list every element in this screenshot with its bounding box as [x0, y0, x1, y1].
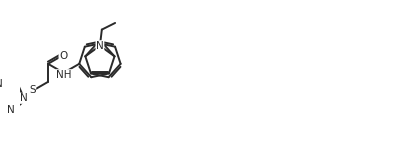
Text: S: S — [29, 85, 36, 95]
Text: N: N — [7, 105, 15, 115]
Text: O: O — [59, 51, 67, 61]
Text: N: N — [96, 41, 104, 51]
Text: N: N — [0, 79, 3, 89]
Text: NH: NH — [56, 70, 71, 80]
Text: N: N — [20, 93, 28, 103]
